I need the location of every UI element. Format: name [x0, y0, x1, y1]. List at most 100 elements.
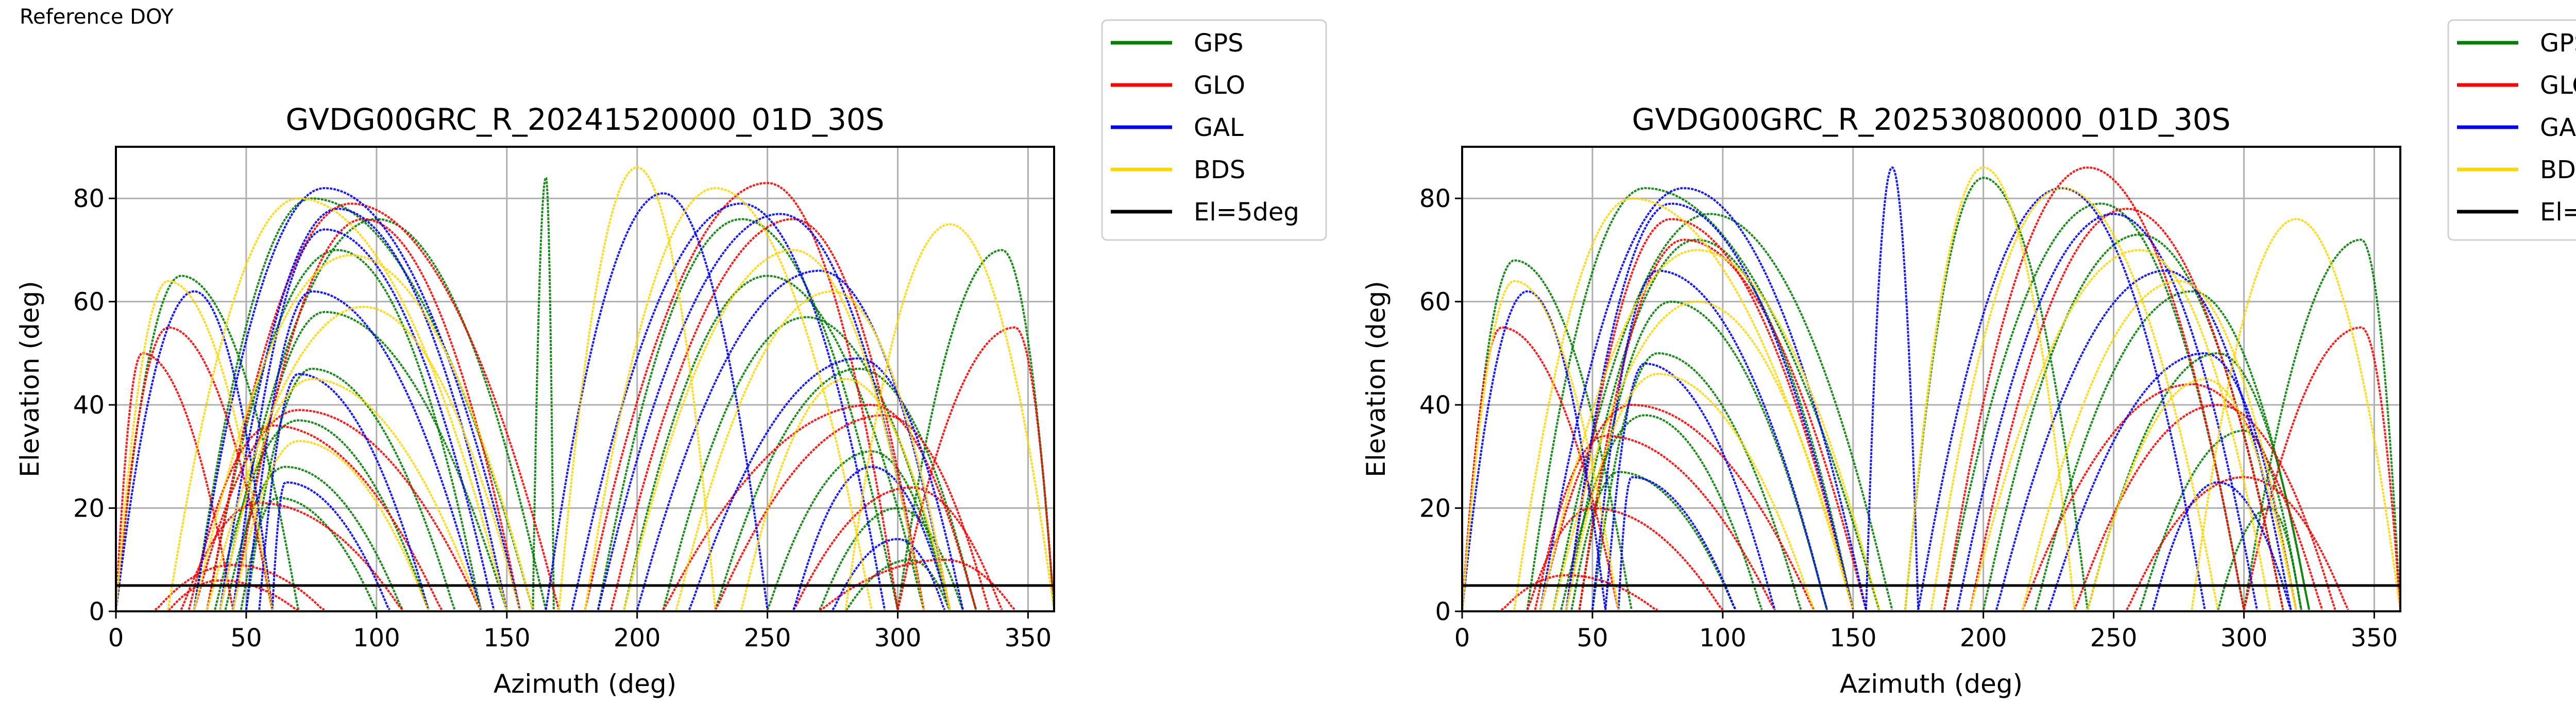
x-tick-label: 350 — [2351, 624, 2398, 653]
track-glo — [116, 326, 274, 610]
track-gps — [1943, 202, 2245, 610]
track-gal — [636, 269, 951, 610]
track-bds — [116, 280, 274, 610]
legend-label: GPS — [2540, 29, 2576, 58]
track-glo — [1565, 218, 1854, 610]
track-gal — [219, 208, 508, 610]
track-bds — [584, 187, 873, 610]
legend: GPS GLO GAL BDS El=5deg — [2447, 19, 2576, 241]
track-gps — [597, 218, 899, 610]
track-gal — [1565, 202, 1854, 610]
tracks — [116, 166, 1054, 611]
track-gps — [1570, 471, 1737, 610]
plots: 0 50 100 150 200 250 300 350020406080GVDG00GRC_… — [15, 19, 2576, 699]
y-tick-label: 20 — [1419, 494, 1451, 523]
legend-frame — [2447, 19, 2576, 241]
track-gal — [597, 213, 925, 610]
track-gps — [2034, 290, 2310, 610]
track-bds — [167, 197, 508, 610]
track-gal — [1539, 187, 1867, 610]
track-gps — [896, 249, 1054, 610]
track-gps — [116, 275, 300, 610]
track-gps — [623, 275, 925, 610]
legend-label: GPS — [1194, 29, 1244, 58]
track-gal — [258, 372, 430, 610]
track-glo — [2126, 476, 2349, 610]
track-gal — [193, 187, 521, 610]
track-bds — [1930, 187, 2219, 610]
track-gps — [845, 558, 951, 611]
track-gal — [1604, 362, 1776, 610]
track-gps — [2217, 507, 2302, 610]
track-bds — [1969, 249, 2272, 610]
track-glo — [1501, 574, 1658, 611]
track-glo — [116, 352, 234, 610]
track-gps — [1552, 213, 1893, 610]
track-gps — [219, 218, 547, 610]
subplot-2: 0 50 100 150 200 250 300 350 0 20 40 60 80 GVDG00GRC_… — [1361, 19, 2576, 699]
track-glo — [167, 579, 299, 611]
track-gal — [1917, 187, 2206, 610]
y-axis-label: Elevation (deg) — [1361, 281, 1391, 477]
x-tick-label: 150 — [483, 624, 531, 653]
track-bds — [844, 223, 1054, 610]
track-gps — [532, 176, 555, 610]
track-gps — [1565, 238, 1854, 610]
track-bds — [2021, 280, 2297, 610]
track-bds — [1513, 197, 1854, 610]
tracks — [1462, 166, 2400, 611]
track-bds — [2191, 218, 2400, 610]
y-tick-label: 0 — [89, 597, 105, 626]
x-tick-label: 50 — [230, 624, 262, 653]
track-gal — [792, 466, 951, 610]
track-gal — [1956, 213, 2258, 610]
y-tick-label: 60 — [73, 288, 105, 317]
track-glo — [1462, 326, 1620, 610]
track-glo — [1943, 166, 2245, 610]
track-bds — [206, 305, 521, 610]
axes-frame — [115, 146, 1055, 612]
legend-label: El=5deg — [1194, 198, 1299, 227]
track-glo — [2021, 383, 2324, 610]
x-tick-label: 200 — [614, 624, 661, 653]
track-gal — [232, 228, 495, 610]
subplot-1: 0 50 100 150 200 250 300 350 0 20 40 60 80 GVDG00GRC_… — [15, 19, 1327, 699]
track-glo — [819, 558, 1016, 611]
y-tick-label: 60 — [1419, 288, 1451, 317]
track-gps — [1904, 177, 2089, 610]
track-gal — [1995, 269, 2292, 610]
x-tick-label: 250 — [744, 624, 791, 653]
x-tick-label: 50 — [1577, 624, 1608, 653]
track-bds — [2087, 378, 2297, 610]
track-gps — [240, 496, 378, 611]
track-glo — [154, 563, 325, 611]
legend-label: GLO — [2540, 71, 2576, 100]
track-glo — [896, 326, 1054, 610]
legend-label: GAL — [1194, 113, 1244, 142]
track-gal — [545, 192, 769, 610]
track-bds — [740, 378, 951, 610]
y-tick-label: 40 — [1419, 391, 1451, 420]
track-glo — [1534, 435, 1776, 611]
track-glo — [792, 486, 1003, 611]
track-glo — [232, 218, 521, 610]
y-tick-label: 80 — [1419, 184, 1451, 213]
track-gal — [1617, 476, 1737, 610]
track-gps — [1578, 300, 1828, 610]
figure-label: Reference DOY — [20, 5, 174, 29]
x-tick-label: 350 — [1005, 624, 1052, 653]
track-bds — [623, 249, 925, 610]
legend-frame — [1101, 19, 1327, 241]
y-tick-label: 80 — [73, 184, 105, 213]
track-glo — [1969, 208, 2284, 610]
track-gps — [1591, 352, 1802, 610]
x-tick-label: 0 — [1454, 624, 1470, 653]
track-gal — [116, 290, 274, 610]
legend-label: El=5deg — [2540, 198, 2576, 227]
x-tick-label: 100 — [1699, 624, 1747, 653]
x-axis-label: Azimuth (deg) — [494, 669, 676, 699]
track-glo — [180, 502, 403, 611]
track-gps — [766, 450, 951, 610]
x-tick-label: 200 — [1960, 624, 2007, 653]
